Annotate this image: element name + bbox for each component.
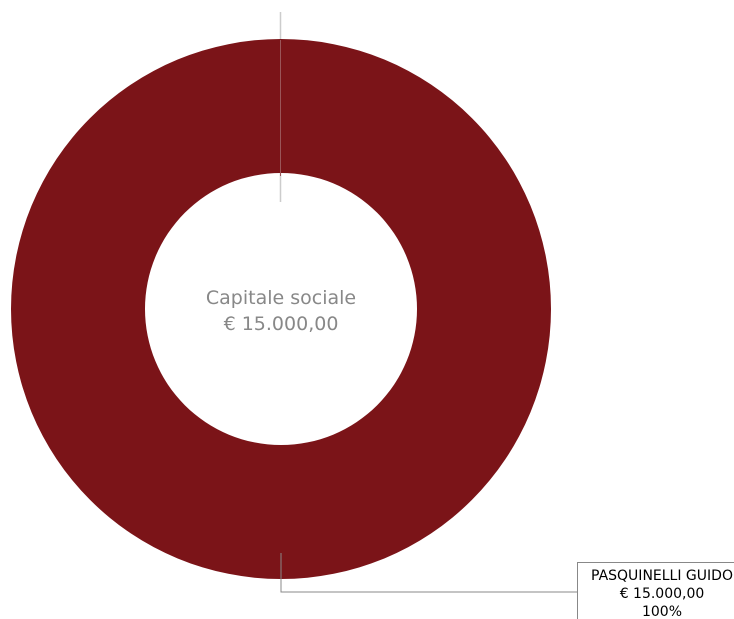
donut-slices (11, 39, 551, 579)
slice-label-name: PASQUINELLI GUIDO (591, 568, 733, 584)
slice-label-percent: 100% (642, 604, 682, 619)
slice-leader-line (280, 553, 577, 593)
slice-label-box: PASQUINELLI GUIDO € 15.000,00 100% (577, 562, 734, 619)
slice-label-amount: € 15.000,00 (620, 586, 705, 602)
donut-slice-1[interactable] (11, 39, 551, 579)
center-total: € 15.000,00 (224, 313, 339, 335)
slice-label-frame (577, 562, 734, 619)
center-title: Capitale sociale (206, 287, 356, 309)
